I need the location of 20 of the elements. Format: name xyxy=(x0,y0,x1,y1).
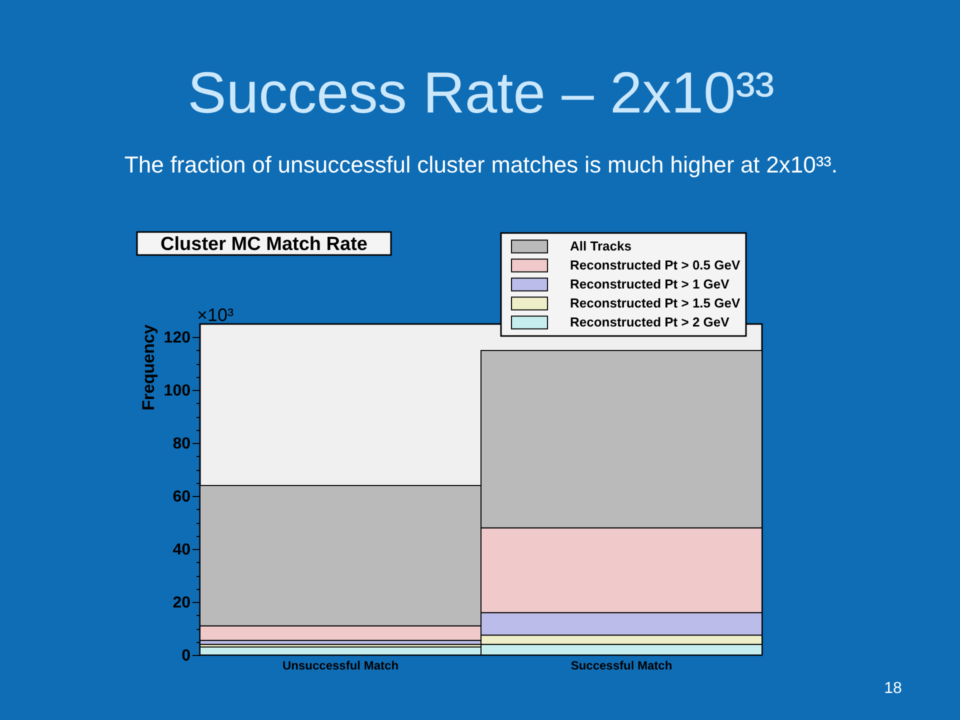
legend-label: Reconstructed Pt > 2 GeV xyxy=(570,314,730,330)
y-tick-label: 120 xyxy=(164,330,191,347)
y-tick-label: 20 xyxy=(172,594,191,612)
annotation: ×10³ xyxy=(197,305,234,325)
chart-title: Success Rate – 2x10³³ xyxy=(188,60,774,126)
x-tick-label: Unsuccessful Match xyxy=(282,658,399,672)
y-axis-title: Frequency xyxy=(138,324,158,410)
y-tick-label: 60 xyxy=(172,488,191,506)
legend-label: Reconstructed Pt > 1 GeV xyxy=(570,276,730,292)
legend-label: Reconstructed Pt > 1.5 GeV xyxy=(570,296,740,310)
text: Cluster MC Match Rate xyxy=(160,234,368,255)
x-tick-label: Successful Match xyxy=(570,658,672,672)
text: 18 xyxy=(884,680,902,697)
chart-subtitle: The fraction of unsuccessful cluster matches is much higher at 2x10³³. xyxy=(124,151,838,178)
legend-label: All Tracks xyxy=(570,238,632,254)
y-tick-label: 0 xyxy=(182,648,191,664)
y-tick-label: 40 xyxy=(172,542,191,559)
y-tick-label: 100 xyxy=(164,382,191,400)
y-tick-label: 80 xyxy=(172,436,191,453)
legend-label: Reconstructed Pt > 0.5 GeV xyxy=(570,258,740,272)
